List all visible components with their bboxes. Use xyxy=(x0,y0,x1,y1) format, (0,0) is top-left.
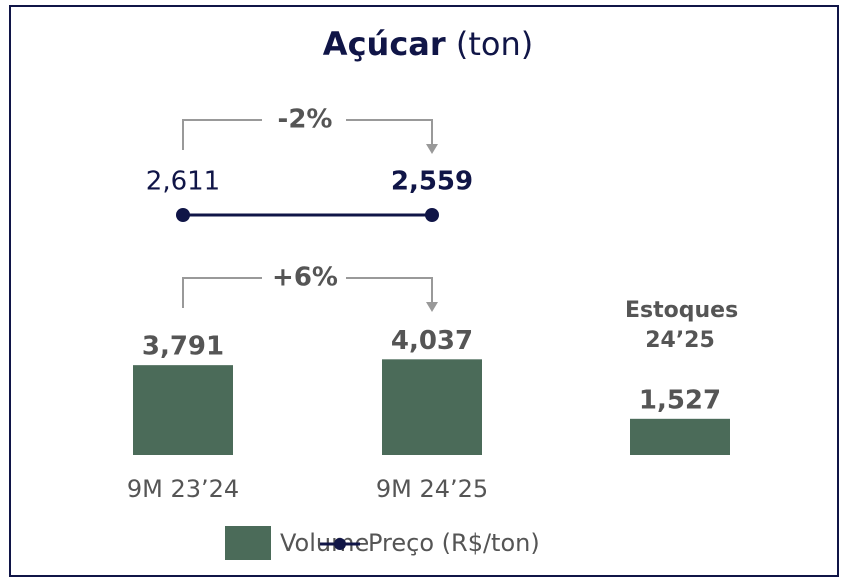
category-label: Estoques 24’25 xyxy=(625,298,739,353)
annotation-bg xyxy=(262,262,346,294)
value-label: 1,527 xyxy=(639,385,721,415)
price-label: 2,611 xyxy=(146,167,220,197)
legend-label: Preço (R$/ton) xyxy=(368,529,540,557)
price-point xyxy=(176,208,190,222)
price-point xyxy=(425,208,439,222)
arrow-head xyxy=(426,302,438,312)
frame xyxy=(9,5,839,577)
value-label: 4,037 xyxy=(391,326,473,356)
price-label: 2,559 xyxy=(391,167,473,197)
category-label: 9M 23’24 xyxy=(127,475,239,503)
legend-dot xyxy=(334,538,346,550)
annotation-bg xyxy=(262,104,346,136)
chart-subtitle: (ton) xyxy=(456,25,533,63)
bar xyxy=(382,359,482,455)
category-label: 9M 24’25 xyxy=(376,475,488,503)
chart-title: Açúcar xyxy=(323,25,446,63)
change-annotation: -2% xyxy=(278,105,333,135)
bar xyxy=(630,418,730,455)
category-label-box: Estoques 24’25 xyxy=(625,298,739,353)
chart-title-group: Açúcar (ton) xyxy=(323,25,533,63)
arrow-head xyxy=(426,144,438,154)
change-annotation: +6% xyxy=(272,263,338,293)
bar xyxy=(133,365,233,455)
value-label: 3,791 xyxy=(142,332,224,362)
legend-swatch xyxy=(225,526,271,560)
